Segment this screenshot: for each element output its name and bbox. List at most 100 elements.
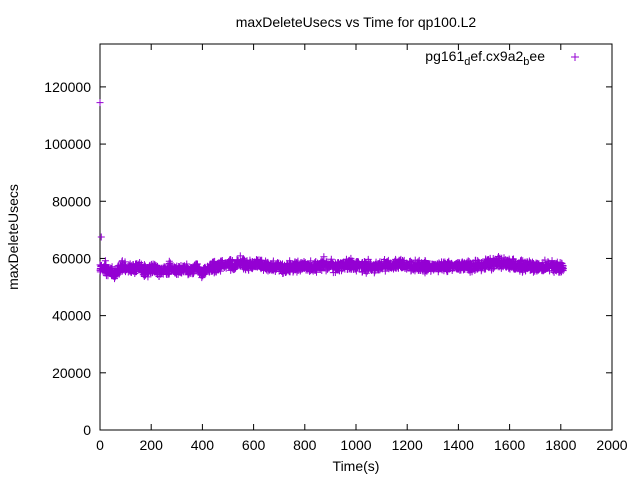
data-point <box>190 268 198 276</box>
y-tick-label: 80000 <box>52 193 91 209</box>
data-point <box>361 262 369 270</box>
x-tick-label: 200 <box>140 437 164 453</box>
y-tick-label: 120000 <box>44 79 91 95</box>
data-point <box>380 260 388 268</box>
data-point <box>530 266 538 274</box>
data-point <box>225 260 233 268</box>
data-point <box>261 262 269 270</box>
data-point <box>97 233 105 241</box>
data-point <box>477 267 485 275</box>
data-point <box>233 256 241 264</box>
data-point <box>158 267 166 275</box>
data-point <box>408 261 416 269</box>
legend-label-subscript: d <box>464 56 470 68</box>
data-point <box>368 266 376 274</box>
data-point <box>510 265 518 273</box>
data-point <box>292 263 300 271</box>
data-point <box>283 259 291 267</box>
y-tick-label: 60000 <box>52 250 91 266</box>
data-point <box>327 261 335 269</box>
data-point <box>467 260 475 268</box>
data-point <box>228 257 236 265</box>
data-point <box>133 260 141 268</box>
x-tick-label: 1600 <box>494 437 525 453</box>
data-point <box>318 267 326 275</box>
data-point <box>552 264 560 272</box>
data-point <box>499 263 507 271</box>
data-point <box>429 264 437 272</box>
data-point <box>318 257 326 265</box>
data-point <box>415 256 423 264</box>
data-point <box>210 269 218 277</box>
data-point <box>281 263 289 271</box>
data-point <box>371 267 379 275</box>
data-point <box>186 265 194 273</box>
data-point <box>310 264 318 272</box>
data-point <box>425 262 433 270</box>
data-point <box>538 266 546 274</box>
data-point <box>131 270 139 278</box>
data-point <box>257 257 265 265</box>
chart-title: maxDeleteUsecs vs Time for qp100.L2 <box>236 14 477 30</box>
x-tick-label: 0 <box>96 437 104 453</box>
data-point <box>112 269 120 277</box>
data-point <box>247 261 255 269</box>
x-tick-label: 2000 <box>596 437 627 453</box>
y-tick-label: 40000 <box>52 308 91 324</box>
data-point <box>204 266 212 274</box>
data-point <box>137 262 145 270</box>
data-point <box>209 258 217 266</box>
data-point <box>197 271 205 279</box>
data-point <box>522 267 530 275</box>
data-point <box>555 265 563 273</box>
y-tick-label: 100000 <box>44 136 91 152</box>
x-axis-label: Time(s) <box>333 458 380 474</box>
data-point <box>195 266 203 274</box>
data-point <box>413 261 421 269</box>
data-point <box>466 267 474 275</box>
legend-label: pg161def.cx9a2bee <box>425 48 545 68</box>
x-tick-label: 600 <box>242 437 266 453</box>
x-tick-label: 1000 <box>340 437 371 453</box>
legend-marker-icon <box>571 53 579 61</box>
data-point <box>387 264 395 272</box>
data-point <box>317 263 325 271</box>
axis-ticks: 0 200 400 600 800 1000 1200 1400 1600 1800 2000020… <box>44 44 628 453</box>
x-tick-label: 800 <box>293 437 317 453</box>
data-point <box>151 261 159 269</box>
data-point <box>267 266 275 274</box>
x-tick-label: 1800 <box>545 437 576 453</box>
data-point <box>327 261 335 269</box>
data-point <box>179 262 187 270</box>
data-point <box>165 257 173 265</box>
data-point <box>493 257 501 265</box>
data-point <box>474 262 482 270</box>
data-point <box>126 264 134 272</box>
data-point <box>169 266 177 274</box>
data-point <box>121 262 129 270</box>
data-point <box>242 263 250 271</box>
data-point <box>500 259 508 267</box>
data-point <box>398 257 406 265</box>
data-point <box>217 267 225 275</box>
data-point <box>400 262 408 270</box>
data-point <box>171 268 179 276</box>
data-point <box>504 258 512 266</box>
data-point <box>207 264 215 272</box>
data-point <box>340 263 348 271</box>
data-point <box>120 261 128 269</box>
data-points <box>96 99 567 283</box>
data-point <box>440 260 448 268</box>
data-point <box>321 260 329 268</box>
x-tick-label: 1200 <box>392 437 423 453</box>
data-point <box>490 258 498 266</box>
data-point <box>364 255 372 263</box>
data-point <box>409 266 417 274</box>
data-point <box>366 259 374 267</box>
data-point <box>542 261 550 269</box>
data-point <box>416 263 424 271</box>
data-point <box>214 259 222 267</box>
data-point <box>518 265 526 273</box>
data-point <box>139 267 147 275</box>
data-point <box>381 264 389 272</box>
